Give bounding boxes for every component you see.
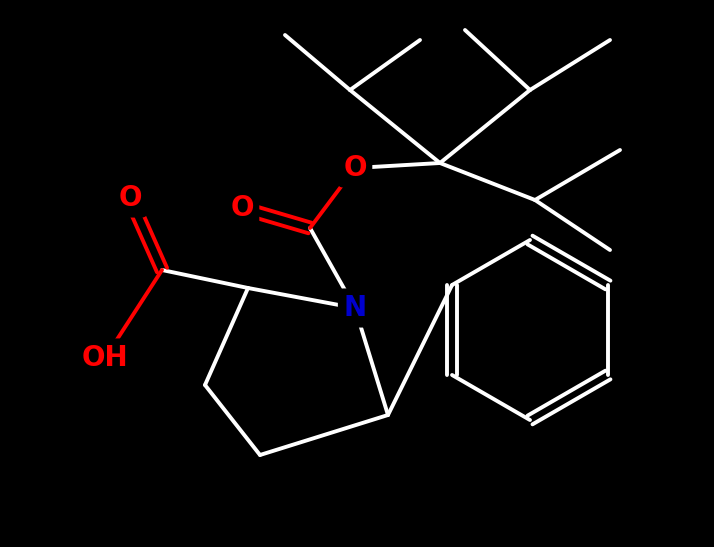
Text: N: N — [343, 294, 366, 322]
Text: OH: OH — [81, 344, 129, 372]
Text: O: O — [230, 194, 253, 222]
Text: O: O — [119, 184, 142, 212]
Text: O: O — [343, 154, 367, 182]
